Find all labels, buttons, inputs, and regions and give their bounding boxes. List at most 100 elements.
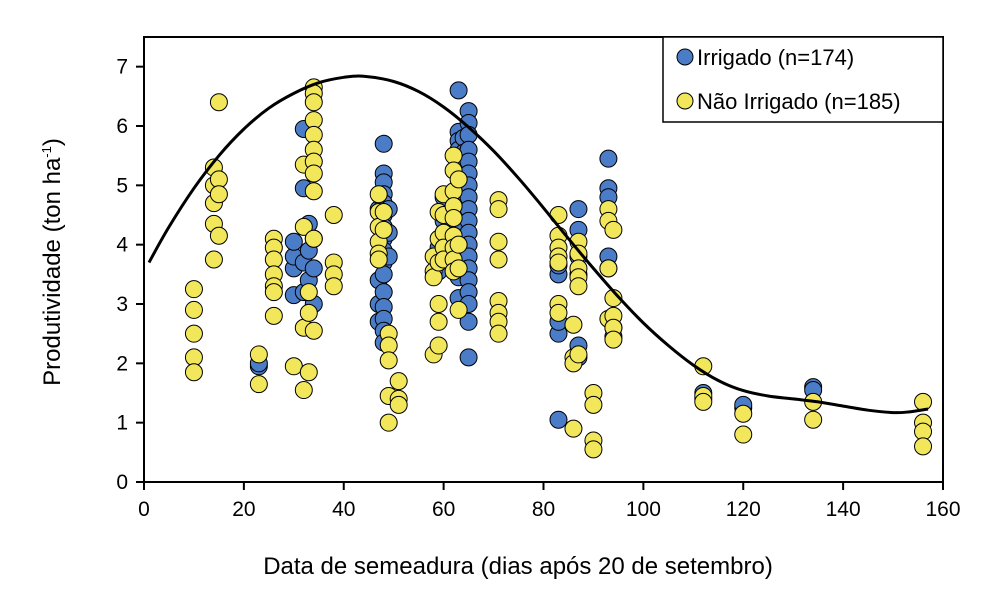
point-nao-irrigado bbox=[324, 277, 343, 296]
point-nao-irrigado bbox=[804, 410, 823, 429]
point-nao-irrigado bbox=[549, 253, 568, 272]
point-nao-irrigado bbox=[564, 315, 583, 334]
trend-curve bbox=[147, 74, 929, 415]
x-tick-label: 100 bbox=[626, 498, 661, 521]
point-irrigado bbox=[449, 81, 468, 100]
point-nao-irrigado bbox=[184, 363, 203, 382]
legend: Irrigado (n=174) Não Irrigado (n=185) bbox=[662, 36, 944, 123]
x-tick-label: 120 bbox=[726, 498, 761, 521]
legend-label-nao-irrigado: Não Irrigado (n=185) bbox=[697, 89, 901, 114]
point-irrigado bbox=[459, 348, 478, 367]
y-tick-label: 3 bbox=[116, 293, 128, 316]
point-nao-irrigado bbox=[324, 206, 343, 224]
point-nao-irrigado bbox=[304, 93, 323, 112]
point-nao-irrigado bbox=[564, 419, 583, 438]
point-nao-irrigado bbox=[264, 283, 283, 302]
y-tick-label: 6 bbox=[116, 115, 128, 138]
point-irrigado bbox=[569, 200, 588, 219]
point-nao-irrigado bbox=[584, 395, 603, 414]
point-nao-irrigado bbox=[389, 395, 408, 414]
y-axis-title-superscript: -1 bbox=[39, 146, 54, 158]
legend-label-irrigado: Irrigado (n=174) bbox=[697, 45, 854, 70]
point-nao-irrigado bbox=[734, 404, 753, 423]
point-nao-irrigado bbox=[549, 303, 568, 322]
point-nao-irrigado bbox=[449, 300, 468, 319]
point-nao-irrigado bbox=[204, 250, 223, 269]
point-nao-irrigado bbox=[449, 170, 468, 189]
point-nao-irrigado bbox=[299, 363, 318, 382]
x-tick-label: 140 bbox=[826, 498, 861, 521]
y-tick-label: 2 bbox=[116, 352, 128, 375]
point-nao-irrigado bbox=[569, 277, 588, 296]
y-tick-label: 5 bbox=[116, 174, 128, 197]
point-nao-irrigado bbox=[489, 250, 508, 269]
point-nao-irrigado bbox=[569, 345, 588, 364]
point-nao-irrigado bbox=[299, 303, 318, 322]
x-tick-label: 60 bbox=[432, 498, 455, 521]
point-nao-irrigado bbox=[734, 425, 753, 444]
point-nao-irrigado bbox=[914, 437, 933, 456]
point-nao-irrigado bbox=[369, 185, 388, 204]
point-nao-irrigado bbox=[249, 345, 268, 364]
x-axis-title: Data de semeadura (dias após 20 de setem… bbox=[263, 553, 773, 580]
point-nao-irrigado bbox=[449, 235, 468, 254]
y-tick-label: 7 bbox=[116, 56, 128, 79]
legend-marker-irrigado bbox=[676, 48, 694, 66]
point-nao-irrigado bbox=[374, 203, 393, 222]
y-axis: 0 1 2 3 4 5 6 7 bbox=[116, 56, 144, 494]
point-nao-irrigado bbox=[284, 357, 303, 376]
point-nao-irrigado bbox=[209, 226, 228, 245]
y-tick-label: 4 bbox=[116, 234, 128, 257]
point-nao-irrigado bbox=[604, 220, 623, 239]
point-nao-irrigado bbox=[449, 259, 468, 278]
y-axis-title-close: ) bbox=[39, 138, 66, 146]
point-nao-irrigado bbox=[489, 324, 508, 343]
point-irrigado bbox=[549, 410, 568, 429]
x-tick-label: 40 bbox=[332, 498, 355, 521]
point-nao-irrigado bbox=[184, 280, 203, 299]
point-nao-irrigado bbox=[299, 283, 318, 302]
point-nao-irrigado bbox=[294, 381, 313, 400]
point-nao-irrigado bbox=[369, 250, 388, 269]
data-points bbox=[184, 78, 933, 459]
x-axis: 0 20 40 60 80 100 120 140 160 bbox=[138, 482, 961, 521]
point-nao-irrigado bbox=[304, 229, 323, 248]
point-nao-irrigado bbox=[184, 300, 203, 319]
point-irrigado bbox=[459, 312, 478, 331]
point-nao-irrigado bbox=[389, 372, 408, 391]
x-tick-label: 0 bbox=[138, 498, 150, 521]
y-tick-label: 1 bbox=[116, 412, 128, 435]
point-irrigado bbox=[599, 149, 618, 168]
point-nao-irrigado bbox=[914, 392, 933, 411]
point-nao-irrigado bbox=[489, 232, 508, 251]
point-irrigado bbox=[284, 232, 303, 251]
point-nao-irrigado bbox=[599, 259, 618, 278]
point-nao-irrigado bbox=[444, 208, 463, 227]
legend-box bbox=[662, 36, 944, 123]
y-axis-title: Produtividade (ton ha-1) bbox=[39, 138, 66, 386]
point-irrigado bbox=[374, 134, 393, 153]
point-nao-irrigado bbox=[429, 336, 448, 355]
point-irrigado bbox=[304, 259, 323, 278]
point-nao-irrigado bbox=[304, 164, 323, 183]
point-nao-irrigado bbox=[209, 93, 228, 112]
point-nao-irrigado bbox=[304, 182, 323, 201]
point-nao-irrigado bbox=[209, 185, 228, 204]
legend-marker-nao-irrigado bbox=[676, 92, 694, 110]
point-nao-irrigado bbox=[694, 392, 713, 411]
point-nao-irrigado bbox=[379, 413, 398, 432]
point-nao-irrigado bbox=[249, 375, 268, 394]
point-nao-irrigado bbox=[429, 312, 448, 331]
point-nao-irrigado bbox=[264, 306, 283, 325]
point-nao-irrigado bbox=[304, 321, 323, 340]
y-tick-label: 0 bbox=[116, 471, 128, 494]
point-nao-irrigado bbox=[584, 440, 603, 459]
point-nao-irrigado bbox=[429, 295, 448, 313]
x-tick-label: 160 bbox=[925, 498, 960, 521]
series-nao-irrigado bbox=[184, 78, 933, 459]
point-nao-irrigado bbox=[184, 324, 203, 343]
x-tick-label: 20 bbox=[232, 498, 255, 521]
point-nao-irrigado bbox=[604, 330, 623, 349]
point-nao-irrigado bbox=[294, 217, 313, 236]
